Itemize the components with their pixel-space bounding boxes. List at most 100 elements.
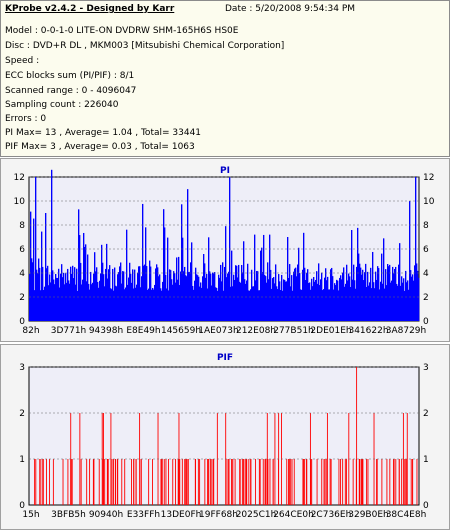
pi-bar bbox=[387, 263, 389, 321]
pi-bar bbox=[362, 269, 364, 321]
pi-bar bbox=[226, 277, 228, 321]
pi-bar bbox=[186, 276, 188, 321]
pi-bar bbox=[170, 270, 172, 321]
pi-bar bbox=[126, 229, 128, 321]
pi-bar bbox=[390, 282, 392, 321]
pi-bar bbox=[123, 271, 125, 321]
pi-bar bbox=[397, 285, 399, 321]
pi-bar bbox=[341, 279, 343, 321]
pi-y-tick-right: 8 bbox=[423, 221, 429, 231]
pi-bar bbox=[325, 268, 327, 321]
pi-bar bbox=[258, 290, 260, 321]
pi-bar bbox=[150, 266, 152, 321]
pi-summary-line: PI Max= 13 , Average= 1.04 , Total= 3344… bbox=[5, 128, 202, 138]
pi-bar bbox=[181, 204, 183, 321]
pi-bar bbox=[278, 274, 280, 321]
pi-bar bbox=[355, 288, 357, 321]
pi-bar bbox=[228, 271, 230, 321]
pi-bar bbox=[262, 271, 264, 321]
pi-y-tick-right: 4 bbox=[423, 269, 429, 279]
pi-bar bbox=[352, 279, 354, 321]
pi-bar bbox=[244, 279, 246, 321]
pi-bar bbox=[282, 290, 284, 321]
pi-bar bbox=[220, 264, 222, 321]
pif-y-tick-right: 1 bbox=[423, 455, 429, 465]
pi-bar bbox=[73, 278, 75, 321]
pi-bar bbox=[177, 279, 179, 321]
pi-x-tick: 3D771h bbox=[51, 326, 87, 336]
pi-bar bbox=[259, 290, 261, 321]
pi-bar bbox=[364, 272, 366, 321]
pi-bar bbox=[183, 271, 185, 321]
model-line: Model : 0-0-1-0 LITE-ON DVDRW SHM-165H6S… bbox=[5, 26, 239, 36]
pi-bar bbox=[302, 269, 304, 321]
pi-bar bbox=[288, 277, 290, 321]
pi-bar bbox=[216, 288, 218, 321]
pi-bar bbox=[81, 284, 83, 321]
pi-bar bbox=[405, 270, 407, 321]
pi-bar bbox=[367, 271, 369, 321]
pi-bar bbox=[71, 273, 73, 321]
pi-bar bbox=[239, 281, 241, 321]
pi-bar bbox=[122, 271, 124, 321]
pi-bar bbox=[311, 278, 313, 321]
pi-bar bbox=[357, 227, 359, 321]
pi-bar bbox=[40, 290, 42, 321]
pif-y-tick-left: 2 bbox=[19, 409, 25, 419]
pif-x-tick: 2C736Eh bbox=[311, 510, 352, 520]
pi-bar bbox=[184, 266, 186, 321]
pi-bar bbox=[45, 213, 47, 321]
pi-bar bbox=[359, 263, 361, 321]
pi-bar bbox=[246, 280, 248, 321]
pi-y-tick-left: 10 bbox=[14, 197, 26, 207]
pi-bar bbox=[365, 263, 367, 321]
pi-bar bbox=[381, 253, 383, 321]
pi-bar bbox=[75, 284, 77, 321]
pi-bar bbox=[140, 287, 142, 321]
pi-bar bbox=[395, 266, 397, 321]
pi-bar bbox=[281, 274, 283, 321]
pi-bar bbox=[319, 285, 321, 321]
pi-bar bbox=[106, 243, 108, 321]
pi-bar bbox=[134, 269, 136, 321]
pi-bar bbox=[164, 227, 166, 321]
pi-bar bbox=[56, 277, 58, 321]
pi-bar bbox=[410, 270, 412, 321]
pi-bar bbox=[125, 287, 127, 321]
pi-bar bbox=[128, 277, 130, 321]
pi-bar bbox=[285, 281, 287, 321]
pi-bar bbox=[78, 209, 80, 321]
pi-bar bbox=[98, 287, 100, 321]
pi-bar bbox=[207, 288, 209, 321]
pi-bar bbox=[372, 251, 374, 321]
pi-bar bbox=[271, 288, 273, 321]
pi-bar bbox=[297, 264, 299, 321]
pi-bar bbox=[47, 265, 49, 321]
pi-bar bbox=[161, 290, 163, 321]
pi-bar bbox=[316, 271, 318, 321]
pi-bar bbox=[219, 277, 221, 321]
pi-bar bbox=[257, 271, 259, 321]
pi-bar bbox=[260, 250, 262, 321]
pi-bar bbox=[110, 288, 112, 321]
pi-bar bbox=[377, 266, 379, 321]
info-panel: KProbe v2.4.2 - Designed by Karr Date : … bbox=[0, 0, 450, 157]
pi-bar bbox=[111, 289, 113, 321]
pi-bar bbox=[336, 279, 338, 321]
pi-bar bbox=[371, 288, 373, 321]
pi-bar bbox=[411, 276, 413, 321]
pi-bar bbox=[205, 277, 207, 321]
pi-bar bbox=[136, 284, 138, 321]
pi-bar bbox=[43, 289, 45, 321]
pi-bar bbox=[91, 284, 93, 321]
pi-bar bbox=[147, 289, 149, 321]
pi-bar bbox=[32, 262, 34, 321]
pi-bar bbox=[101, 244, 103, 321]
pi-bar bbox=[225, 226, 227, 321]
pi-bar bbox=[324, 277, 326, 321]
pif-chart: 0 0 1 1 2 2 3 3 15h 3BFB5h 90940h E33FFh 13DE0Fh19FF… bbox=[19, 363, 429, 520]
pi-bar bbox=[127, 284, 129, 321]
pi-x-tick: 212E08h bbox=[236, 326, 276, 336]
pi-bar bbox=[409, 201, 411, 321]
